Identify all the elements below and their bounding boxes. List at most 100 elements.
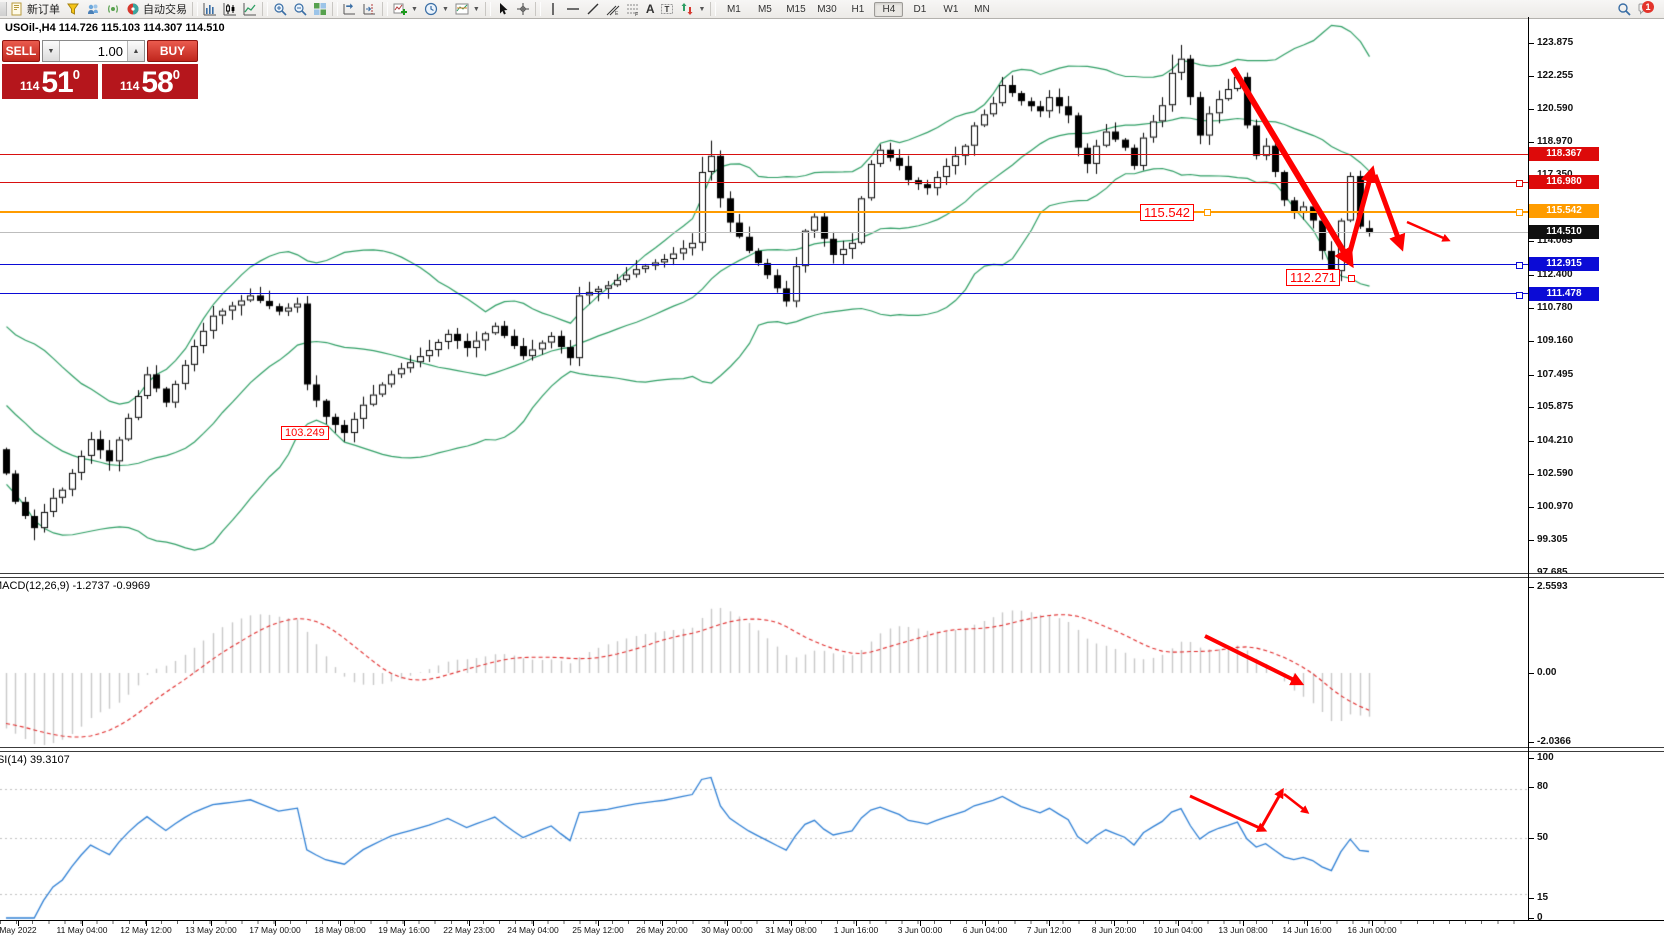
timeframe-H4[interactable]: H4 [874, 1, 904, 17]
templates-dropdown[interactable]: ▼ [452, 1, 483, 17]
current-price-line[interactable] [0, 232, 1528, 233]
axis-tick-100.970: 100.970 [1537, 501, 1574, 512]
separator [484, 2, 491, 16]
object-handle[interactable] [1516, 209, 1523, 216]
object-handle[interactable] [1516, 262, 1523, 269]
volume-increase-button[interactable]: ▲ [127, 41, 144, 61]
axis-tick-104.210: 104.210 [1537, 435, 1574, 446]
macd-panel-chart[interactable] [0, 578, 1528, 748]
time-label: 17 May 00:00 [249, 925, 301, 935]
timeframe-D1[interactable]: D1 [913, 3, 927, 15]
hline-115-542[interactable] [0, 211, 1528, 213]
history-center-button[interactable] [63, 1, 83, 17]
autotrading-label: 自动交易 [143, 4, 187, 16]
panel-separator-macd[interactable] [0, 573, 1664, 578]
crosshair-tool-button[interactable] [513, 1, 533, 17]
object-handle[interactable] [1204, 209, 1211, 216]
sell-button[interactable]: SELL [2, 40, 40, 62]
time-label-tick [856, 921, 857, 926]
equidistant-channel-icon: E [606, 5, 620, 16]
separator [262, 2, 268, 16]
axis-tick-117.350: 117.350 [1537, 169, 1573, 180]
time-label: 25 May 12:00 [572, 925, 624, 935]
rsi-panel-chart[interactable] [0, 752, 1528, 920]
indicators-dropdown[interactable]: ▼ [390, 1, 421, 17]
axis-tick-105.875: 105.875 [1537, 401, 1574, 412]
volume-input[interactable] [60, 41, 127, 61]
price-label-103-249[interactable]: 103.249 [281, 426, 329, 440]
axis-tick-dash [1529, 241, 1534, 242]
notifications-button[interactable]: 1 [1634, 1, 1662, 17]
axis-tick-0: 0 [1537, 912, 1543, 923]
timeframe-M5[interactable]: M5 [757, 3, 772, 15]
time-label: 1 Jun 16:00 [833, 925, 879, 935]
text-label-icon: T [661, 4, 674, 14]
main-price-chart[interactable] [0, 17, 1528, 573]
zoom-in-icon [274, 3, 287, 16]
candlestick-mode-button[interactable] [220, 1, 240, 17]
time-label-tick [82, 921, 83, 926]
hline-116-980[interactable] [0, 182, 1528, 183]
axis-tick-80: 80 [1537, 781, 1549, 792]
axis-tick-107.495: 107.495 [1537, 369, 1574, 380]
time-label: 14 Jun 16:00 [1282, 925, 1332, 935]
autotrading-button[interactable]: 自动交易 [123, 1, 190, 17]
signal-icon [108, 5, 118, 13]
svg-text:F: F [635, 12, 638, 16]
zoom-out-button[interactable] [290, 1, 310, 17]
search-button[interactable] [1614, 1, 1634, 17]
buy-price-display[interactable]: 114 58 0 [102, 64, 198, 99]
timeframe-M1[interactable]: M1 [726, 3, 741, 15]
timeframe-M30[interactable]: M30 [817, 3, 837, 15]
template-icon [455, 3, 469, 15]
channel-tool-button[interactable]: E [603, 1, 623, 17]
trendline-tool-button[interactable] [583, 1, 603, 17]
periods-dropdown[interactable]: ▼ [421, 1, 452, 17]
object-handle[interactable] [1348, 275, 1355, 282]
hline-118-367[interactable] [0, 154, 1528, 155]
sell-price-fraction: 0 [72, 67, 80, 82]
arrows-tool-dropdown[interactable]: ▼ [677, 1, 708, 17]
hline-111-478[interactable] [0, 293, 1528, 294]
object-handle[interactable] [1516, 180, 1523, 187]
line-chart-mode-button[interactable] [240, 1, 260, 17]
buy-button[interactable]: BUY [147, 40, 198, 62]
time-label-tick [533, 921, 534, 926]
axis-tick-dash [1529, 673, 1534, 674]
text-tool-button[interactable]: A [643, 1, 658, 17]
profiles-button[interactable] [83, 1, 103, 17]
text-label-tool-button[interactable]: T [657, 1, 677, 17]
axis-tick-dash [1529, 898, 1534, 899]
tile-windows-button[interactable] [310, 1, 330, 17]
timeframe-H1[interactable]: H1 [851, 3, 865, 15]
panel-separator-rsi[interactable] [0, 747, 1664, 752]
volume-decrease-button[interactable]: ▼ [43, 41, 60, 61]
chart-shift-button[interactable] [360, 1, 380, 17]
market-watch-signal-button[interactable] [103, 1, 123, 17]
fibonacci-tool-button[interactable]: F [623, 1, 643, 17]
axis-tick-dash [1529, 540, 1534, 541]
horizontal-line-tool-button[interactable] [563, 1, 583, 17]
svg-text:E: E [615, 11, 619, 16]
hline-112-915[interactable] [0, 264, 1528, 265]
bar-chart-mode-button[interactable] [200, 1, 220, 17]
chevron-down-icon: ▼ [411, 5, 418, 13]
timeframe-M15[interactable]: M15 [786, 3, 806, 15]
axis-tick-110.780: 110.780 [1537, 302, 1573, 313]
cursor-tool-button[interactable] [493, 1, 513, 17]
vertical-line-tool-button[interactable] [543, 1, 563, 17]
zoom-in-button[interactable] [270, 1, 290, 17]
auto-scroll-button[interactable] [340, 1, 360, 17]
add-indicator-icon [393, 3, 407, 15]
time-axis-border [0, 920, 1664, 921]
time-label-tick [1243, 921, 1244, 926]
price-label-112-271[interactable]: 112.271 [1286, 269, 1341, 286]
notification-badge: 1 [1642, 1, 1654, 13]
timeframe-MN[interactable]: MN [974, 3, 990, 15]
separator [534, 2, 541, 16]
sell-price-display[interactable]: 114 51 0 [2, 64, 98, 99]
object-handle[interactable] [1516, 292, 1523, 299]
price-label-115-542[interactable]: 115.542 [1140, 204, 1195, 221]
new-order-button[interactable]: 新订单 [7, 1, 63, 17]
timeframe-W1[interactable]: W1 [943, 3, 959, 15]
